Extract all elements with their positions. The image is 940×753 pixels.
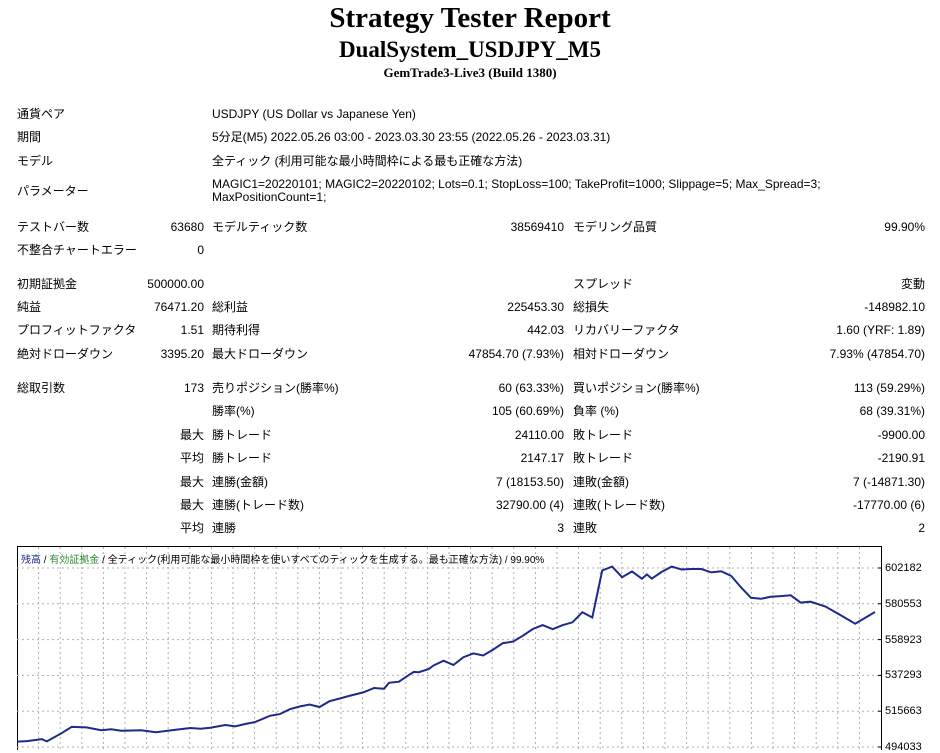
avg-cons-losses-label: 連敗 <box>573 521 598 535</box>
profit-factor-value: 1.51 <box>180 323 204 337</box>
y-tick-label: 602182 <box>885 562 922 574</box>
expected-payoff-value: 442.03 <box>527 323 564 337</box>
average-prefix: 平均 <box>179 451 204 465</box>
avg-cons-prefix: 平均 <box>179 521 204 535</box>
avg-cons-wins-label: 連勝 <box>212 521 237 535</box>
params-line-1: MAGIC1=20220101; MAGIC2=20220102; Lots=0… <box>212 177 821 191</box>
total-trades-label: 総取引数 <box>17 381 66 395</box>
recovery-factor-value: 1.60 (YRF: 1.89) <box>836 323 925 337</box>
model-value: 全ティック (利用可能な最小時間枠による最も正確な方法) <box>212 154 523 168</box>
cons-wins-trades-value: 32790.00 (4) <box>495 498 564 512</box>
deposit-value: 500000.00 <box>147 277 204 291</box>
legend-quality: 99.90% <box>510 555 545 566</box>
expected-payoff-label: 期待利得 <box>212 323 261 337</box>
cons-losses-trades-label: 連敗(トレード数) <box>573 498 665 512</box>
profit-factor-label: プロフィットファクタ <box>17 323 137 337</box>
net-profit-label: 純益 <box>17 300 42 314</box>
y-tick-label: 537293 <box>885 669 922 682</box>
cons-wins-amount-label: 連勝(金額) <box>212 475 268 489</box>
symbol-label: 通貨ペア <box>17 107 66 121</box>
params-line-2: MaxPositionCount=1; <box>212 190 327 204</box>
y-tick-label: 515663 <box>885 705 922 718</box>
mismatch-value: 0 <box>197 243 204 257</box>
win-rate-value: 105 (60.69%) <box>491 404 564 418</box>
symbol-value: USDJPY (US Dollar vs Japanese Yen) <box>212 107 416 121</box>
abs-drawdown-value: 3395.20 <box>160 347 204 361</box>
abs-drawdown-label: 絶対ドローダウン <box>17 347 114 361</box>
avg-win-label: 勝トレード <box>212 451 273 465</box>
avg-win-value: 2147.17 <box>520 451 564 465</box>
avg-cons-losses-value: 2 <box>918 521 925 535</box>
win-rate-label: 勝率(%) <box>212 404 255 418</box>
short-positions-value: 60 (63.33%) <box>498 381 564 395</box>
loss-rate-value: 68 (39.31%) <box>859 404 925 418</box>
period-label: 期間 <box>17 130 42 144</box>
total-trades-value: 173 <box>183 381 204 395</box>
cons-losses-trades-value: -17770.00 (6) <box>852 498 925 512</box>
cons-losses-amount-value: 7 (-14871.30) <box>852 475 925 489</box>
net-profit-value: 76471.20 <box>153 300 204 314</box>
balance-chart <box>17 546 882 750</box>
server-build: GemTrade3-Live3 (Build 1380) <box>383 65 557 80</box>
deposit-label: 初期証拠金 <box>17 277 78 291</box>
model-label: モデル <box>17 154 54 168</box>
rel-drawdown-label: 相対ドローダウン <box>573 347 670 361</box>
cons-wins-trades-label: 連勝(トレード数) <box>212 498 304 512</box>
short-positions-label: 売りポジション(勝率%) <box>212 381 339 395</box>
largest-win-value: 24110.00 <box>514 428 564 442</box>
params-label: パラメーター <box>17 184 89 198</box>
largest-loss-label: 敗トレード <box>573 428 634 442</box>
legend-separator: / <box>41 555 50 566</box>
ticks-value: 38569410 <box>510 220 564 234</box>
recovery-factor-label: リカバリーファクタ <box>573 323 680 337</box>
chart-frame <box>17 546 882 750</box>
period-value: 5分足(M5) 2022.05.26 03:00 - 2023.03.30 23… <box>212 130 611 144</box>
gross-loss-value: -148982.10 <box>864 300 925 314</box>
max-drawdown-value: 47854.70 (7.93%) <box>468 347 564 361</box>
avg-loss-value: -2190.91 <box>877 451 925 465</box>
mismatch-label: 不整合チャートエラー <box>17 243 137 257</box>
y-tick-label: 580553 <box>885 597 922 610</box>
bars-value: 63680 <box>170 220 204 234</box>
max-drawdown-label: 最大ドローダウン <box>212 347 309 361</box>
spread-value: 変動 <box>900 277 925 291</box>
gross-profit-label: 総利益 <box>212 300 249 314</box>
spread-label: スプレッド <box>573 277 634 291</box>
legend-model: 全ティック(利用可能な最小時間枠を使いすべてのティックを生成する。最も正確な方法… <box>107 555 503 566</box>
report-subtitle: DualSystem_USDJPY_M5 <box>339 37 601 62</box>
largest-win-label: 勝トレード <box>212 428 273 442</box>
quality-label: モデリング品質 <box>573 220 658 234</box>
gross-loss-label: 総損失 <box>573 300 610 314</box>
ticks-label: モデルティック数 <box>212 220 308 234</box>
y-tick-label: 558923 <box>885 633 922 646</box>
balance-line <box>17 565 876 743</box>
y-tick-label: 494033 <box>885 741 922 753</box>
chart-legend: 残高 / 有効証拠金 / 全ティック(利用可能な最小時間枠を使いすべてのティック… <box>21 551 544 566</box>
loss-rate-label: 負率 (%) <box>573 404 619 418</box>
max-cons-amount-prefix: 最大 <box>179 475 204 489</box>
long-positions-value: 113 (59.29%) <box>853 381 925 395</box>
legend-separator: / <box>502 555 511 566</box>
cons-wins-amount-value: 7 (18153.50) <box>495 475 564 489</box>
cons-losses-amount-label: 連敗(金額) <box>573 475 629 489</box>
avg-loss-label: 敗トレード <box>573 451 634 465</box>
quality-value: 99.90% <box>884 220 925 234</box>
gross-profit-value: 225453.30 <box>507 300 564 314</box>
avg-cons-wins-value: 3 <box>557 521 564 535</box>
long-positions-label: 買いポジション(勝率%) <box>573 381 700 395</box>
legend-balance: 残高 <box>21 555 41 566</box>
max-cons-trades-prefix: 最大 <box>179 498 204 512</box>
largest-loss-value: -9900.00 <box>877 428 925 442</box>
bars-label: テストバー数 <box>17 220 90 234</box>
legend-equity: 有効証拠金 <box>49 555 100 566</box>
report-title: Strategy Tester Report <box>329 2 611 34</box>
largest-prefix: 最大 <box>179 428 204 442</box>
rel-drawdown-value: 7.93% (47854.70) <box>829 347 925 361</box>
legend-separator: / <box>99 555 108 566</box>
